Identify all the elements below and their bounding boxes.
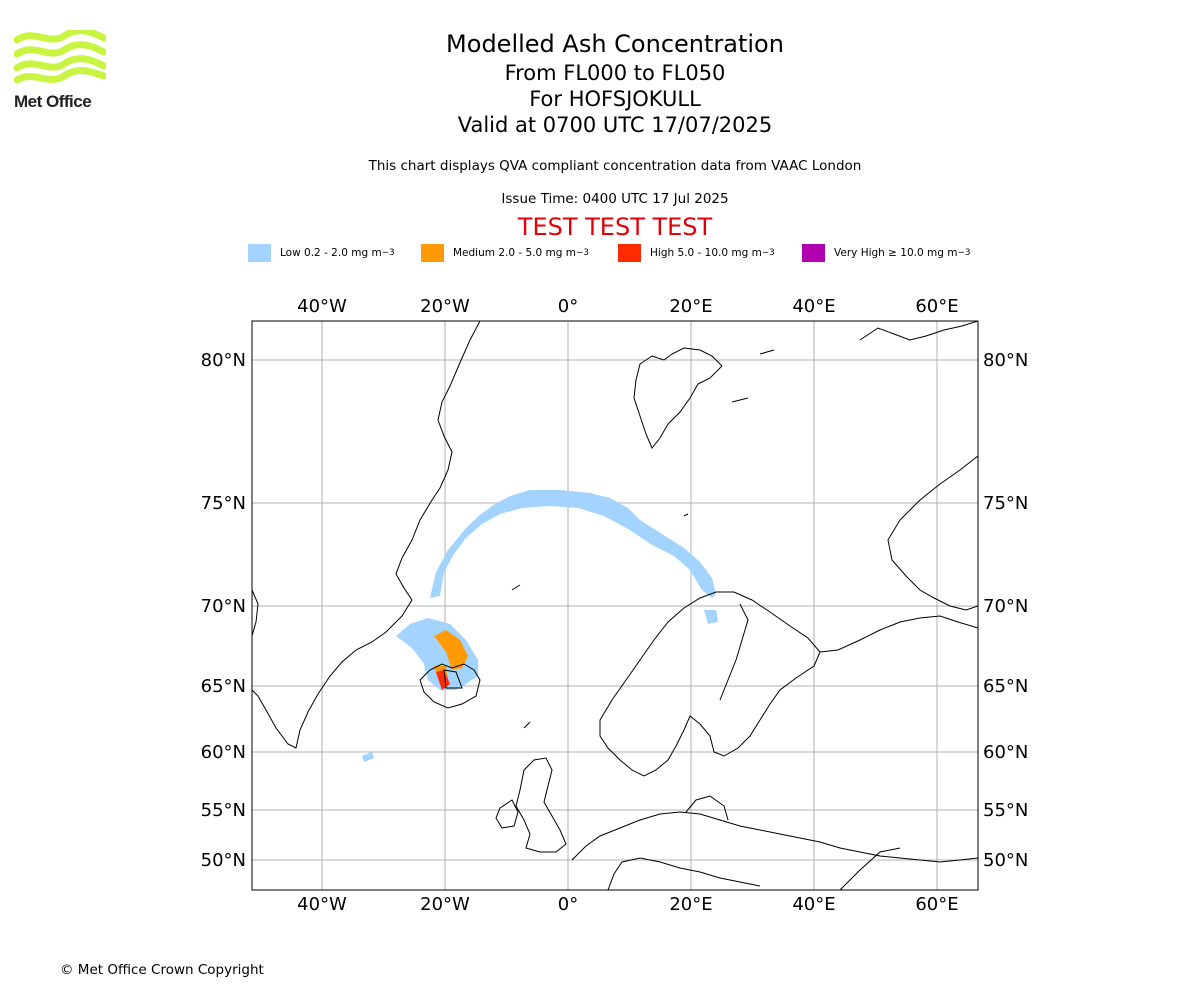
legend-item-low: Low 0.2 - 2.0 mg m −3 — [248, 244, 395, 262]
lat-label: 60°N — [201, 742, 246, 763]
lon-label: 20°W — [420, 296, 470, 317]
legend-swatch-very-high — [802, 244, 825, 262]
scandinavia-coast — [599, 591, 821, 777]
map-frame — [251, 320, 979, 891]
lat-label: 50°N — [983, 850, 1028, 871]
legend-label-medium: Medium 2.0 - 5.0 mg m — [453, 247, 576, 259]
legend-item-medium: Medium 2.0 - 5.0 mg m −3 — [421, 244, 589, 262]
ash-high-area — [436, 670, 450, 690]
legend-label-high: High 5.0 - 10.0 mg m — [650, 247, 762, 259]
lon-label: 0° — [558, 296, 578, 317]
lat-label: 55°N — [983, 800, 1028, 821]
lat-label: 70°N — [201, 596, 246, 617]
lat-label: 55°N — [201, 800, 246, 821]
lon-label: 60°E — [915, 894, 958, 915]
lon-label: 20°E — [669, 296, 712, 317]
volcano-name: For HOFSJOKULL — [529, 87, 701, 111]
iceland-coast — [419, 663, 481, 709]
lat-label: 65°N — [983, 676, 1028, 697]
lon-label: 40°W — [297, 894, 347, 915]
lat-label: 75°N — [983, 493, 1028, 514]
legend-item-high: High 5.0 - 10.0 mg m −3 — [618, 244, 775, 262]
lon-label: 40°W — [297, 296, 347, 317]
legend-unit-medium: −3 — [575, 248, 589, 258]
legend-item-very-high: Very High ≥ 10.0 mg m −3 — [802, 244, 970, 262]
chart-title: Modelled Ash Concentration — [446, 30, 784, 58]
lat-labels-right: 80°N 75°N 70°N 65°N 60°N 55°N 50°N — [983, 350, 1028, 871]
copyright-footer: © Met Office Crown Copyright — [60, 962, 264, 978]
lat-label: 80°N — [983, 350, 1028, 371]
lat-label: 75°N — [201, 493, 246, 514]
chart-subtitle: This chart displays QVA compliant concen… — [368, 158, 862, 174]
greenland-coast — [252, 321, 481, 749]
legend-label-low: Low 0.2 - 2.0 mg m — [280, 247, 382, 259]
valid-time: Valid at 0700 UTC 17/07/2025 — [457, 113, 773, 137]
lat-label: 70°N — [983, 596, 1028, 617]
legend-swatch-medium — [421, 244, 444, 262]
flight-levels: From FL000 to FL050 — [504, 61, 726, 85]
issue-time: Issue Time: 0400 UTC 17 Jul 2025 — [501, 191, 729, 207]
lat-label: 65°N — [201, 676, 246, 697]
europe-coast — [571, 811, 978, 863]
lat-label: 60°N — [983, 742, 1028, 763]
lon-label: 0° — [558, 894, 578, 915]
lon-label: 20°W — [420, 894, 470, 915]
lat-label: 50°N — [201, 850, 246, 871]
met-office-logo: Met Office — [14, 30, 106, 114]
lon-label: 40°E — [792, 296, 835, 317]
title-block: Modelled Ash Concentration From FL000 to… — [365, 28, 865, 138]
legend-label-very-high: Very High ≥ 10.0 mg m — [834, 247, 958, 259]
lon-label: 20°E — [669, 894, 712, 915]
british-isles-coast — [515, 757, 567, 853]
lon-label: 40°E — [792, 894, 835, 915]
legend-unit-low: −3 — [381, 248, 395, 258]
svalbard-coast — [633, 347, 723, 449]
logo-wordmark: Met Office — [14, 92, 92, 111]
legend-unit-very-high: −3 — [957, 248, 971, 258]
legend-swatch-low — [248, 244, 271, 262]
lon-labels-top: 40°W 20°W 0° 20°E 40°E 60°E — [297, 296, 958, 317]
legend-swatch-high — [618, 244, 641, 262]
lon-labels-bottom: 40°W 20°W 0° 20°E 40°E 60°E — [297, 894, 958, 915]
graticule — [252, 321, 978, 890]
lon-label: 60°E — [915, 296, 958, 317]
lat-labels-left: 80°N 75°N 70°N 65°N 60°N 55°N 50°N — [201, 350, 246, 871]
met-office-wave-icon — [14, 30, 106, 84]
coastlines — [252, 321, 978, 890]
test-banner: TEST TEST TEST — [517, 213, 713, 241]
lat-label: 80°N — [201, 350, 246, 371]
legend-unit-high: −3 — [761, 248, 775, 258]
ash-low-area — [362, 490, 718, 762]
